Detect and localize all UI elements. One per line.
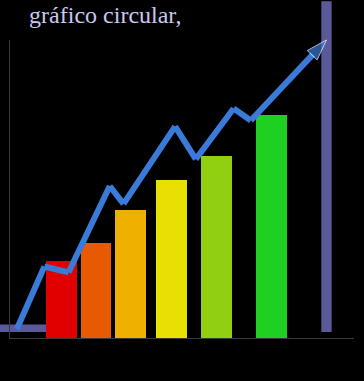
svg-text:gráfico circular,: gráfico circular, [29, 2, 181, 28]
